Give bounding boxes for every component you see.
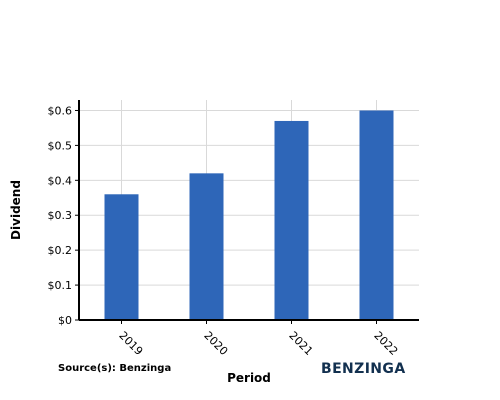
benzinga-logo: BENZINGA xyxy=(321,361,406,377)
x-tick-label: 2021 xyxy=(286,329,315,358)
bar xyxy=(359,110,394,320)
y-tick-label: $0.4 xyxy=(48,174,73,187)
x-axis-title: Period xyxy=(227,371,271,385)
source-label: Source(s): Benzinga xyxy=(58,363,172,374)
bar xyxy=(104,194,139,320)
bar xyxy=(274,120,309,320)
y-axis-title: Dividend xyxy=(9,180,23,240)
bar xyxy=(189,173,224,320)
x-tick-label: 2020 xyxy=(201,329,230,358)
x-tick-label: 2019 xyxy=(116,329,145,358)
y-tick-label: $0.1 xyxy=(48,279,73,292)
y-tick-label: $0.2 xyxy=(48,244,73,257)
x-tick-label: 2022 xyxy=(371,329,400,358)
y-tick-label: $0 xyxy=(58,314,72,327)
y-tick-label: $0.3 xyxy=(48,209,73,222)
y-tick-label: $0.6 xyxy=(48,104,73,117)
y-tick-label: $0.5 xyxy=(48,139,73,152)
